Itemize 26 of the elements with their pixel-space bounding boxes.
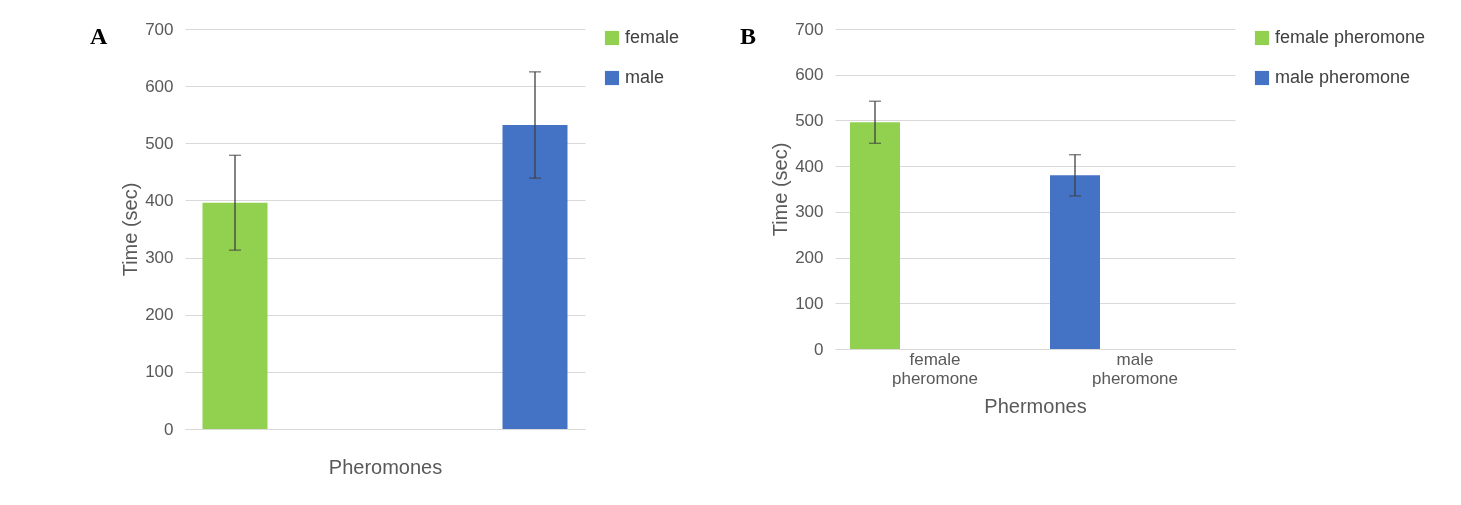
y-tick-label: 500 <box>145 133 174 153</box>
y-tick-label: 0 <box>164 419 174 439</box>
legend-label: female <box>625 27 680 47</box>
y-tick-label: 700 <box>145 19 174 39</box>
legend-label: male pheromone <box>1275 67 1411 87</box>
x-axis-title: Pheromones <box>328 455 443 478</box>
y-axis-title: Time (sec) <box>769 142 792 237</box>
text: A <box>90 23 108 49</box>
y-axis-title: Time (sec) <box>119 182 142 277</box>
y-tick-label: 0 <box>814 339 824 359</box>
legend-label: male <box>625 67 665 87</box>
legend-label: female pheromone <box>1275 27 1426 47</box>
y-tick-label: 700 <box>795 19 824 39</box>
y-tick-label: 200 <box>795 248 824 268</box>
y-tick-label: 400 <box>145 190 174 210</box>
y-tick-label: 500 <box>795 110 824 130</box>
y-tick-label: 100 <box>145 362 174 382</box>
y-tick-label: 100 <box>795 293 824 313</box>
text: B <box>740 23 757 49</box>
x-axis-title: Phermones <box>984 394 1087 417</box>
y-tick-label: 300 <box>795 202 824 222</box>
y-tick-label: 300 <box>145 248 174 268</box>
y-tick-label: 600 <box>145 76 174 96</box>
y-tick-label: 200 <box>145 305 174 325</box>
y-tick-label: 400 <box>795 156 824 176</box>
y-tick-label: 600 <box>795 65 824 85</box>
